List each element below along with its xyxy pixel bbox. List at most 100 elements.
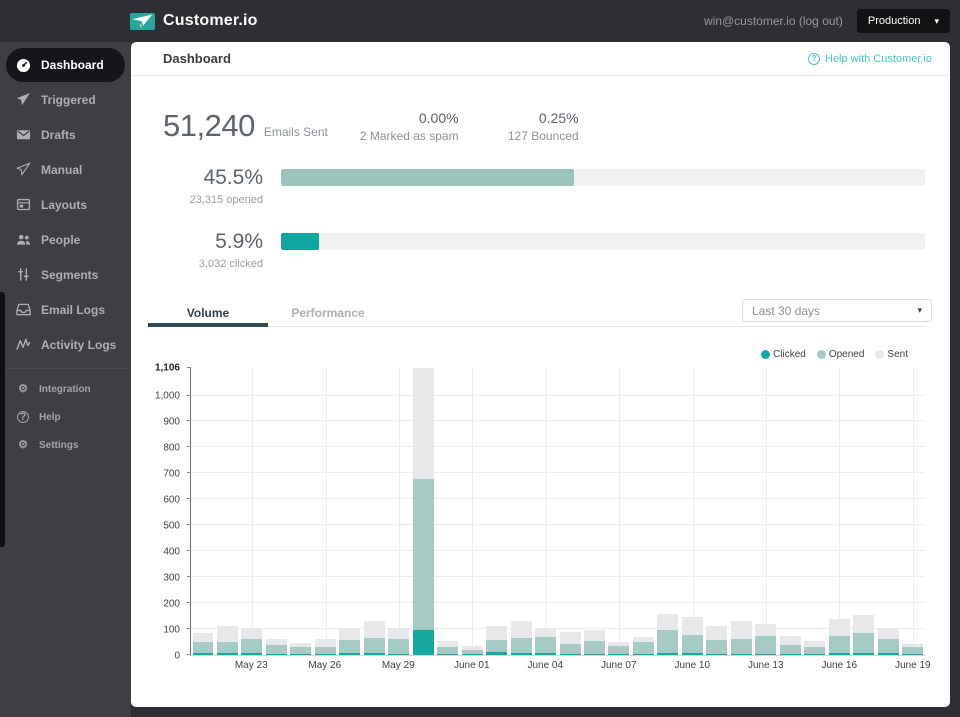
sidebar-item-help[interactable]: ? Help (0, 403, 131, 431)
chart-bar-may-31 (436, 368, 460, 655)
opened-percent: 45.5% (203, 166, 263, 189)
stat-marked-as-spam: 0.00% 2 Marked as spam (359, 109, 459, 143)
question-circle-icon: ? (808, 52, 820, 65)
y-tick-label: 1,000 (154, 390, 180, 402)
sidebar-item-email-logs[interactable]: Email Logs (0, 292, 131, 327)
progress-track-clicked (281, 233, 925, 250)
y-tick-label: 900 (163, 416, 180, 428)
chart-bar-june-17 (852, 368, 876, 655)
y-tick-label: 500 (163, 520, 180, 532)
help-link[interactable]: ? Help with Customer.io (808, 52, 932, 65)
sidebar-item-integration[interactable]: ⚙ Integration (0, 375, 131, 403)
brand-name: Customer.io (163, 12, 258, 29)
sidebar-item-label: Settings (39, 439, 79, 451)
progress-row-clicked: 5.9% 3,032 clicked (163, 230, 925, 270)
chart-bar-june-03 (509, 368, 533, 655)
sidebar-item-people[interactable]: People (0, 222, 131, 257)
sidebar-item-dashboard[interactable]: Dashboard (6, 48, 125, 82)
chart-bar-june-05 (558, 368, 582, 655)
y-tick-label: 300 (163, 572, 180, 584)
x-tick-label: June 19 (894, 660, 931, 671)
x-tick-label: June 13 (747, 660, 784, 671)
y-tick-label: 200 (163, 598, 180, 610)
account-logout-link[interactable]: win@customer.io (log out) (703, 14, 843, 28)
chart-grid (187, 367, 925, 655)
envelope-plane-icon (130, 12, 155, 30)
sidebar-item-label: Integration (39, 383, 91, 395)
date-range-select[interactable]: Last 30 days ▾ (742, 299, 932, 322)
chart-bar-june-04 (534, 368, 558, 655)
environment-select[interactable]: Production ▾ (856, 9, 950, 33)
tab-performance[interactable]: Performance (291, 306, 365, 320)
sidebar-item-manual[interactable]: Manual (0, 152, 131, 187)
sidebar-item-label: Layouts (41, 197, 88, 212)
chart-legend: Clicked Opened Sent (761, 349, 908, 360)
y-tick-label: 400 (163, 546, 180, 558)
x-tick-label: May 23 (234, 660, 268, 671)
sidebar-item-triggered[interactable]: Triggered (0, 82, 131, 117)
paper-plane-outline-icon (16, 162, 31, 177)
sidebar-item-segments[interactable]: Segments (0, 257, 131, 292)
x-tick-label: June 01 (453, 660, 490, 671)
chart-bar-may-28 (362, 368, 386, 655)
opened-count: 23,315 opened (189, 194, 263, 206)
sidebar-item-layouts[interactable]: Layouts (0, 187, 131, 222)
chart-bar-may-30 (411, 368, 435, 655)
sidebar-item-label: Drafts (41, 127, 76, 142)
sliders-icon (16, 267, 31, 282)
legend-dot (816, 350, 826, 359)
y-max-label: 1,106 (154, 362, 180, 374)
sidebar-item-label: Dashboard (41, 58, 104, 72)
stats-row: 51,240 Emails Sent 0.00% 2 Marked as spa… (163, 95, 579, 157)
chart-bar-june-08 (631, 368, 655, 655)
people-icon (16, 232, 31, 247)
sidebar-nav: Dashboard Triggered Drafts Manual Layouts Peo… (0, 48, 131, 459)
card-header: Dashboard ? Help with Customer.io (131, 42, 950, 76)
y-tick-label: 800 (163, 442, 180, 454)
chevron-down-icon: ▾ (917, 305, 922, 315)
clicked-count: 3,032 clicked (198, 258, 263, 270)
gauge-icon (16, 58, 31, 73)
chart-bar-june-09 (656, 368, 680, 655)
chart-x-labels: May 23 May 26 May 29 June 01 June 04 June 07 J… (190, 660, 931, 674)
chart-bar-june-07 (607, 368, 631, 655)
chart-bar-june-01 (460, 368, 484, 655)
y-tick-label: 0 (174, 650, 180, 662)
chart-bar-june-13 (754, 368, 778, 655)
sidebar-scrollbar[interactable] (0, 292, 5, 547)
emails-sent-label: Emails Sent (263, 125, 328, 139)
progress-row-opened: 45.5% 23,315 opened (163, 166, 925, 206)
sidebar-item-label: Triggered (41, 92, 96, 107)
sidebar-item-label: Email Logs (41, 302, 106, 317)
sidebar-item-drafts[interactable]: Drafts (0, 117, 131, 152)
sidebar-item-label: Manual (41, 162, 83, 177)
chart-bar-may-23 (240, 368, 264, 655)
x-tick-label: May 29 (381, 660, 415, 671)
y-tick-label: 600 (163, 494, 180, 506)
brand-logo[interactable]: Customer.io (130, 0, 258, 42)
tab-bar: Volume Performance (148, 300, 925, 327)
layout-icon (16, 197, 31, 212)
topbar: Customer.io win@customer.io (log out) Pr… (0, 0, 960, 42)
clicked-percent: 5.9% (215, 230, 263, 253)
main-card: Dashboard ? Help with Customer.io 51,240… (131, 42, 950, 707)
y-tick-label: 700 (163, 468, 180, 480)
inbox-icon (16, 302, 31, 317)
gear-icon: ⚙ (18, 438, 28, 451)
sidebar-item-settings[interactable]: ⚙ Settings (0, 431, 131, 459)
chart-bar-may-22 (215, 368, 239, 655)
chart-bar-may-29 (387, 368, 411, 655)
chart-bar-june-10 (680, 368, 704, 655)
envelope-icon (16, 127, 31, 142)
progress-fill-clicked (281, 233, 319, 250)
activity-icon (16, 337, 31, 352)
sidebar-item-activity-logs[interactable]: Activity Logs (0, 327, 131, 362)
legend-item-opened: Opened (816, 349, 864, 360)
chart-bar-june-16 (827, 368, 851, 655)
gear-icon: ⚙ (18, 382, 28, 395)
tab-volume[interactable]: Volume (148, 300, 268, 327)
sidebar-item-label: Help (39, 411, 61, 423)
chart-bar-june-18 (876, 368, 900, 655)
x-tick-label: May 26 (308, 660, 342, 671)
chart-bar-june-14 (778, 368, 802, 655)
